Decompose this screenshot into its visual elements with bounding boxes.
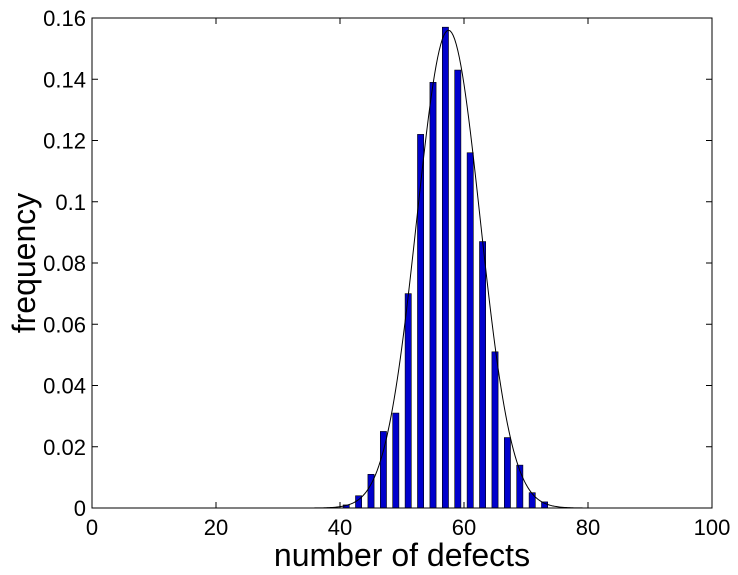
- y-tick-label: 0: [74, 496, 86, 521]
- x-axis: 0 20 40 60 80 100: [86, 18, 730, 540]
- bar: [392, 412, 400, 509]
- x-tick-label: 0: [86, 515, 98, 540]
- bar: [528, 492, 536, 509]
- bar: [441, 26, 449, 509]
- y-tick-label: 0.04: [43, 374, 86, 399]
- x-tick-label: 20: [204, 515, 228, 540]
- bar: [479, 241, 486, 509]
- y-tick-label: 0.02: [43, 435, 86, 460]
- y-axis: 0 0.02 0.04 0.06 0.08 0.1 0.12 0.14 0.16: [43, 6, 712, 521]
- bar: [454, 69, 462, 509]
- y-tick-label: 0.1: [55, 190, 86, 215]
- y-tick-label: 0.06: [43, 312, 86, 337]
- bar: [404, 293, 412, 509]
- plot-area: [92, 18, 712, 508]
- y-tick-label: 0.08: [43, 251, 86, 276]
- x-tick-label: 100: [694, 515, 731, 540]
- y-tick-label: 0.14: [43, 67, 86, 92]
- x-tick-label: 40: [328, 515, 352, 540]
- x-axis-label: number of defects: [274, 537, 530, 573]
- x-tick-label: 60: [452, 515, 476, 540]
- x-tick-label: 80: [576, 515, 600, 540]
- y-tick-label: 0.16: [43, 6, 86, 31]
- bar: [491, 351, 499, 509]
- bar: [466, 152, 474, 509]
- bar: [417, 134, 424, 509]
- y-axis-label: frequency: [6, 193, 42, 334]
- bar: [429, 82, 437, 509]
- bar: [503, 437, 511, 509]
- y-tick-label: 0.12: [43, 129, 86, 154]
- bar-series: [342, 26, 548, 509]
